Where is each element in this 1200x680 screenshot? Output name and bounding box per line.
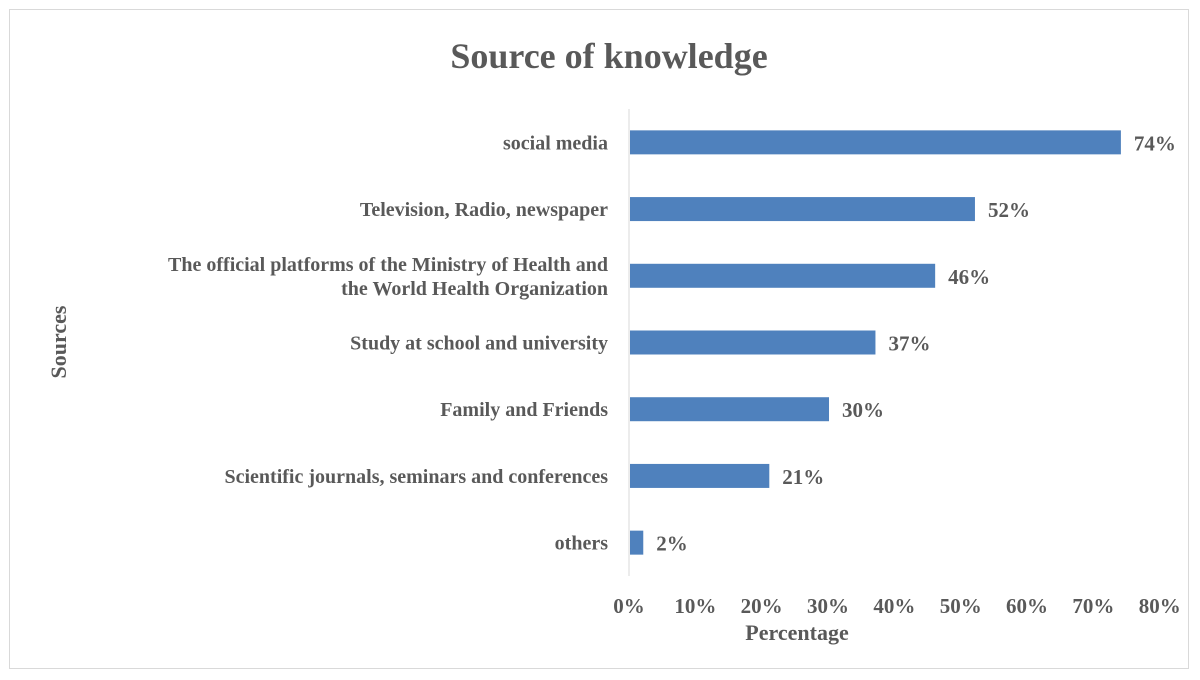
x-tick-label: 30% — [807, 594, 849, 618]
category-label: Television, Radio, newspaper — [360, 199, 608, 221]
category-label-line: the World Health Organization — [341, 278, 608, 300]
x-tick-label: 50% — [940, 594, 982, 618]
plot-area: 74% social media 52% Television, Radio, new… — [168, 109, 1181, 618]
bar — [630, 197, 975, 222]
x-tick-label: 20% — [741, 594, 783, 618]
category-label-line: The official platforms of the Ministry o… — [168, 254, 608, 276]
data-label: 74% — [1134, 131, 1176, 155]
category-label: others — [555, 533, 609, 555]
data-label: 2% — [656, 532, 688, 556]
bar — [630, 130, 1121, 155]
category-label: Study at school and university — [350, 333, 608, 355]
x-tick-label: 10% — [674, 594, 716, 618]
bar — [630, 397, 830, 422]
data-label: 37% — [888, 332, 930, 356]
chart-title: Source of knowledge — [450, 36, 767, 76]
category-label: social media — [503, 132, 608, 154]
y-axis-label: Sources — [46, 305, 71, 378]
data-label: 30% — [842, 398, 884, 422]
category-label: The official platforms of the Ministry o… — [168, 254, 608, 300]
x-tick-label: 70% — [1072, 594, 1114, 618]
category-label: Scientific journals, seminars and confer… — [225, 466, 609, 488]
data-label: 21% — [782, 465, 824, 489]
x-tick-label: 60% — [1006, 594, 1048, 618]
x-tick-label: 80% — [1139, 594, 1181, 618]
x-tick-label: 40% — [873, 594, 915, 618]
bar — [630, 530, 644, 555]
x-tick-label: 0% — [613, 594, 645, 618]
chart-frame — [9, 9, 1189, 669]
data-label: 52% — [988, 198, 1030, 222]
data-label: 46% — [948, 265, 990, 289]
bar — [630, 463, 770, 488]
x-axis-label: Percentage — [745, 620, 849, 645]
bar — [630, 263, 936, 288]
category-label: Family and Friends — [440, 399, 608, 421]
bar — [630, 330, 876, 355]
